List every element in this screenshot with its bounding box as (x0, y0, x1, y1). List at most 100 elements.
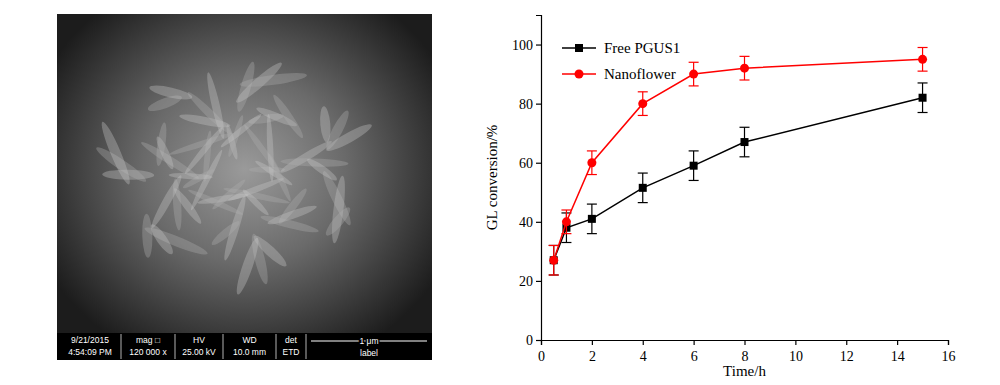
error-bar-cap (689, 85, 699, 86)
marker (638, 99, 647, 108)
error-bar-cap (740, 56, 750, 57)
error-bar-cap (638, 91, 648, 92)
sem-petal (142, 214, 154, 258)
tick-label: 60 (519, 156, 533, 171)
tick-label: 6 (691, 349, 698, 364)
tick-mark (536, 281, 541, 282)
tick-mark (536, 104, 541, 105)
error-bar-cap (740, 127, 750, 128)
error-bar-cap (549, 274, 559, 275)
error-bar-cap (638, 115, 648, 116)
error-bar-cap (561, 242, 571, 243)
sem-petal (260, 213, 320, 235)
tick-mark (643, 340, 644, 345)
sem-petal (204, 71, 227, 139)
legend-marker (575, 70, 584, 79)
sem-petal (305, 156, 339, 183)
chart: 0246810121416020406080100Time/hGL conver… (484, 16, 956, 380)
info-bar-text: 4:54:09 PM (68, 347, 111, 357)
tick: 4 (640, 340, 647, 364)
error-bar (740, 127, 750, 157)
tick-mark (744, 340, 745, 345)
series-line (554, 98, 923, 261)
sem-petal (154, 122, 168, 167)
tick: 40 (519, 215, 541, 230)
sem-petal (267, 153, 294, 203)
tick-label: 40 (519, 215, 533, 230)
marker (919, 94, 927, 102)
marker (689, 70, 698, 79)
sem-petal (98, 120, 134, 187)
tick-label: 14 (891, 349, 905, 364)
tick: 100 (512, 38, 541, 53)
tick-label: 80 (519, 97, 533, 112)
tick: 0 (538, 340, 545, 364)
tick-label: 8 (742, 349, 749, 364)
info-bar-text: 10.0 mm (233, 347, 266, 357)
tick: 60 (519, 156, 541, 171)
info-bar-text: WD (242, 335, 256, 345)
legend-label: Nanoflower (604, 66, 676, 82)
tick-mark (897, 340, 898, 345)
axis-line (536, 16, 542, 341)
tick-label: 10 (789, 349, 803, 364)
error-bar-cap (740, 79, 750, 80)
legend-item: Free PGUS1 (562, 40, 680, 56)
tick: 12 (840, 340, 854, 364)
marker (562, 217, 571, 226)
error-bar (689, 151, 699, 181)
figure: 9/21/20154:54:09 PMmag □120 000 xHV25.00… (0, 0, 1000, 385)
info-bar-divider (276, 334, 277, 359)
axis-line (542, 341, 949, 346)
error-bar-cap (740, 156, 750, 157)
info-bar-divider (121, 334, 122, 359)
error-bar (561, 210, 571, 234)
tick-label: 4 (640, 349, 647, 364)
error-bar-cap (638, 202, 648, 203)
info-bar-bg (57, 333, 432, 360)
error-bar-cap (549, 245, 559, 246)
tick-mark (795, 340, 796, 345)
error-bar-cap (549, 245, 559, 246)
sem-petal (187, 187, 244, 217)
error-bar-cap (587, 203, 597, 204)
sem-label: label (360, 348, 378, 358)
info-bar-divider (223, 334, 224, 359)
sem-petal (148, 83, 193, 103)
sem-info-bar: 9/21/20154:54:09 PMmag □120 000 xHV25.00… (57, 333, 432, 360)
series (549, 48, 928, 276)
tick-mark (694, 340, 695, 345)
scale-bar-label: 1 μm (359, 336, 378, 346)
legend-label: Free PGUS1 (604, 40, 680, 56)
tick: 80 (519, 97, 541, 112)
tick: 10 (789, 340, 803, 364)
tick-mark (536, 222, 541, 223)
error-bar-cap (587, 233, 597, 234)
tick: 16 (942, 340, 956, 364)
sem-petal (239, 70, 308, 89)
error-bar-cap (638, 172, 648, 173)
tick-label: 0 (538, 349, 545, 364)
tick: 0 (526, 333, 541, 348)
sem-petal (241, 188, 271, 218)
marker (690, 162, 698, 170)
error-bar-cap (689, 62, 699, 63)
info-bar-text: mag □ (136, 335, 160, 345)
info-bar-text: 25.00 kV (182, 347, 216, 357)
marker (587, 158, 596, 167)
tick: 20 (519, 274, 541, 289)
error-bar (587, 204, 597, 234)
error-bar-cap (918, 71, 928, 72)
info-bar-divider (306, 334, 307, 359)
tick-mark (592, 340, 593, 345)
sem-petal (270, 93, 306, 141)
marker (639, 184, 647, 192)
error-bar (689, 62, 699, 86)
tick-label: 12 (840, 349, 854, 364)
tick-label: 100 (512, 38, 533, 53)
sem-petal (185, 89, 234, 136)
error-bar-cap (587, 174, 597, 175)
info-bar-text: HV (193, 335, 205, 345)
tick-mark (536, 340, 541, 341)
sem-image (57, 14, 432, 360)
